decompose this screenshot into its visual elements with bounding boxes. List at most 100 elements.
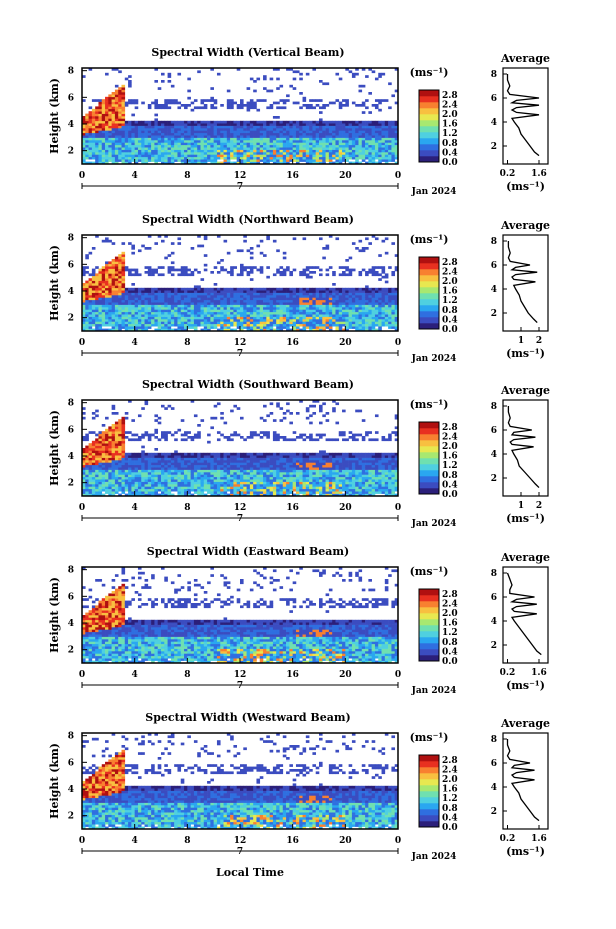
- heatmap-cell: [180, 130, 185, 134]
- heatmap-cell: [144, 469, 149, 473]
- heatmap-cell: [243, 123, 247, 126]
- heatmap-cell: [259, 307, 264, 310]
- heatmap-cell: [394, 144, 399, 148]
- heatmap-cell: [131, 326, 135, 329]
- heatmap-cell: [368, 242, 372, 245]
- heatmap-cell: [325, 104, 330, 107]
- heatmap-cell: [295, 130, 300, 134]
- heatmap-cell: [101, 448, 106, 451]
- heatmap-cell: [105, 450, 109, 454]
- heatmap-cell: [276, 125, 280, 129]
- heatmap-cell: [384, 140, 389, 143]
- heatmap-cell: [368, 128, 372, 131]
- heatmap-cell: [381, 72, 386, 76]
- heatmap-cell: [121, 467, 126, 470]
- heatmap-cell: [121, 302, 126, 305]
- heatmap-cell: [98, 149, 103, 153]
- heatmap-cell: [128, 302, 132, 305]
- heatmap-cell: [114, 268, 119, 272]
- heatmap-cell: [131, 309, 135, 313]
- heatmap-cell: [180, 307, 185, 310]
- heatmap-cell: [328, 323, 333, 327]
- heatmap-cell: [131, 486, 135, 490]
- heatmap-cell: [164, 101, 168, 105]
- heatmap-cell: [256, 309, 261, 313]
- heatmap-cell: [128, 457, 132, 461]
- heatmap-cell: [134, 299, 139, 303]
- heatmap-cell: [134, 481, 139, 485]
- heatmap-cell: [137, 476, 142, 480]
- heatmap-cell: [82, 469, 86, 473]
- heatmap-cell: [220, 295, 224, 298]
- heatmap-cell: [128, 144, 132, 148]
- heatmap-cell: [236, 297, 241, 301]
- heatmap-cell: [272, 290, 277, 293]
- heatmap-cell: [236, 152, 241, 155]
- heatmap-cell: [105, 484, 109, 487]
- heatmap-cell: [338, 316, 343, 320]
- colorbar-swatch: [419, 90, 439, 97]
- heatmap-cell: [108, 474, 112, 478]
- heatmap-cell: [187, 132, 191, 136]
- heatmap-cell: [95, 280, 99, 284]
- heatmap-cell: [276, 314, 280, 317]
- heatmap-cell: [207, 99, 211, 102]
- heatmap-cell: [289, 319, 293, 322]
- heatmap-cell: [295, 295, 300, 298]
- heatmap-cell: [141, 328, 145, 332]
- heatmap-cell: [207, 326, 211, 329]
- heatmap-cell: [88, 280, 93, 284]
- heatmap-cell: [180, 323, 185, 327]
- heatmap-cell: [226, 159, 231, 162]
- heatmap-cell: [249, 271, 254, 274]
- heatmap-cell: [345, 142, 349, 146]
- heatmap-cell: [378, 290, 382, 293]
- heatmap-cell: [263, 309, 267, 313]
- heatmap-cell: [187, 295, 191, 298]
- heatmap-cell: [141, 407, 145, 410]
- heatmap-cell: [190, 101, 195, 105]
- heatmap-cell: [328, 140, 333, 143]
- heatmap-cell: [342, 287, 346, 291]
- heatmap-cell: [170, 307, 175, 310]
- heatmap-cell: [345, 309, 349, 313]
- heatmap-cell: [236, 104, 241, 107]
- heatmap-cell: [319, 292, 323, 296]
- heatmap-cell: [240, 140, 244, 143]
- heatmap-cell: [128, 464, 132, 468]
- heatmap-cell: [345, 273, 349, 277]
- heatmap-cell: [315, 292, 320, 296]
- heatmap-cell: [368, 314, 372, 317]
- heatmap-cell: [249, 287, 254, 291]
- heatmap-cell: [233, 323, 238, 327]
- heatmap-cell: [348, 299, 353, 303]
- heatmap-cell: [338, 106, 343, 110]
- heatmap-cell: [315, 152, 320, 155]
- heatmap-cell: [85, 326, 89, 329]
- heatmap-cell: [121, 256, 126, 260]
- heatmap-cell: [88, 464, 93, 468]
- heatmap-cell: [269, 311, 274, 315]
- heatmap-cell: [295, 156, 300, 160]
- heatmap-cell: [167, 404, 172, 408]
- heatmap-cell: [98, 292, 103, 296]
- heatmap-cell: [266, 319, 270, 322]
- heatmap-cell: [95, 326, 99, 329]
- heatmap-cell: [312, 156, 317, 160]
- profile-line: [506, 74, 540, 157]
- heatmap-cell: [276, 87, 280, 90]
- heatmap-cell: [144, 321, 149, 325]
- colorbar-tick-label: 0.4: [442, 148, 458, 158]
- heatmap-cell: [105, 96, 109, 100]
- heatmap-cell: [371, 147, 376, 150]
- heatmap-cell: [348, 307, 353, 310]
- heatmap-cell: [101, 469, 106, 473]
- heatmap-cell: [167, 137, 172, 141]
- heatmap-cell: [177, 486, 182, 490]
- heatmap-cell: [246, 297, 251, 301]
- heatmap-cell: [167, 123, 172, 126]
- heatmap-cell: [315, 266, 320, 269]
- heatmap-cell: [246, 128, 251, 131]
- heatmap-cell: [141, 132, 145, 136]
- heatmap-cell: [161, 316, 165, 320]
